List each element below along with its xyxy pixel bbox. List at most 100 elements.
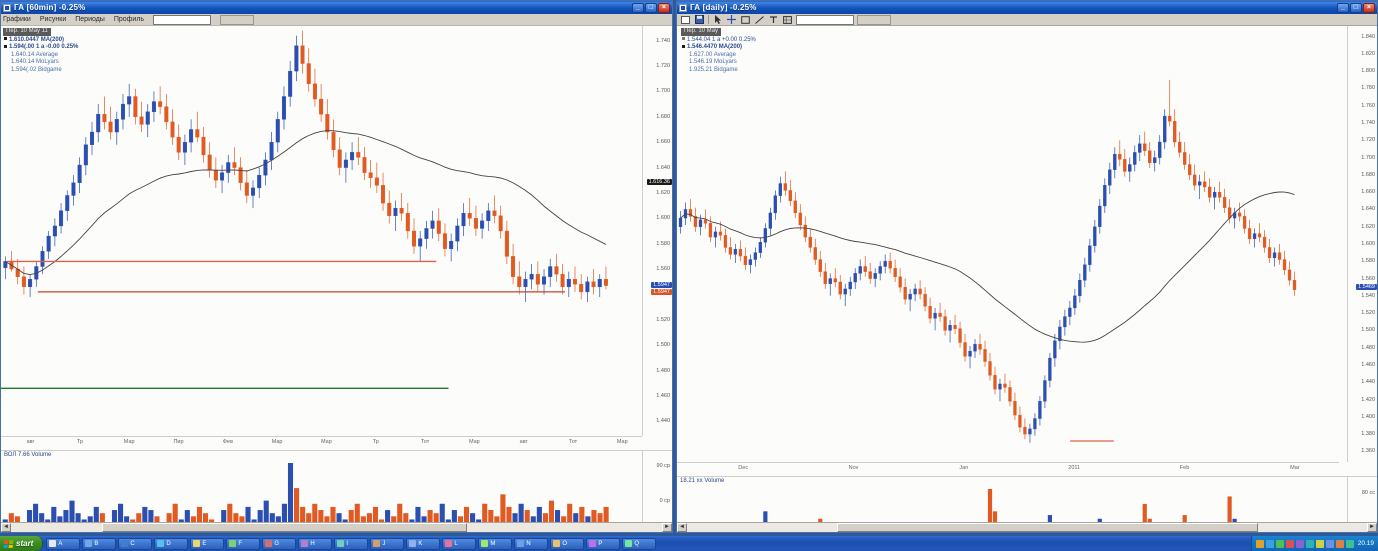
taskbar-item[interactable]: G xyxy=(262,537,297,550)
taskbar-item[interactable]: B xyxy=(82,537,117,550)
cursor-icon[interactable] xyxy=(712,14,723,25)
price-axis-60min[interactable]: 1.740 1.720 1.700 1.680 1.660 1.640 1.620 1.600… xyxy=(642,26,672,436)
menu-item-graphs[interactable]: Графики xyxy=(3,16,31,23)
horizontal-scrollbar-60min[interactable]: ◄ ► xyxy=(1,522,672,532)
scroll-right-icon[interactable]: ► xyxy=(1367,523,1377,532)
flag-icon[interactable] xyxy=(1345,539,1354,548)
scroll-track[interactable] xyxy=(687,523,1367,532)
symbol-input-60min[interactable] xyxy=(153,14,212,25)
disk-icon[interactable] xyxy=(1325,539,1334,548)
legend-row: 1.610.0447 MA(200) xyxy=(3,37,78,45)
menubar-60min[interactable]: Графики Рисунки Периоды Профиль xyxy=(1,14,672,26)
period-select-daily[interactable] xyxy=(857,14,891,25)
taskbar-items[interactable]: A B C D E F G H I J K L M N O P Q xyxy=(43,537,1250,550)
time-tick: Мар xyxy=(321,439,332,445)
scroll-right-icon[interactable]: ► xyxy=(662,523,672,532)
legend-row: 1.925.21 Bidgame xyxy=(689,66,738,73)
price-axis-daily[interactable]: 1.840 1.820 1.800 1.780 1.760 1.740 1.720 1.700… xyxy=(1347,26,1377,462)
taskbar-item[interactable]: D xyxy=(154,537,189,550)
scroll-left-icon[interactable]: ◄ xyxy=(1,523,11,532)
price-tick: 1.620 xyxy=(1361,223,1375,230)
close-icon[interactable]: × xyxy=(658,2,670,13)
legend-bullet-icon xyxy=(682,44,685,48)
window-controls-daily[interactable]: _ □ × xyxy=(1337,2,1375,13)
trendline-icon[interactable] xyxy=(754,14,765,25)
update-icon[interactable] xyxy=(1285,539,1294,548)
time-tick: Dec xyxy=(738,465,749,471)
scroll-track[interactable] xyxy=(11,523,662,532)
taskbar-item-label: M xyxy=(490,540,496,547)
price-tick: 1.680 xyxy=(1361,171,1375,178)
volume-axis-60min: 90 ср 0 ср 0.3.160 xyxy=(642,451,672,522)
network-icon[interactable] xyxy=(1265,539,1274,548)
start-button[interactable]: start xyxy=(0,536,44,551)
price-tick: 1.660 xyxy=(656,139,670,146)
price-tick: 1.460 xyxy=(1361,361,1375,368)
window-title-daily: ГА [daily] -0.25% xyxy=(690,3,757,12)
price-tick: 1.520 xyxy=(656,316,670,323)
system-tray[interactable]: 20.19 xyxy=(1250,536,1378,551)
scroll-thumb[interactable] xyxy=(836,523,1259,532)
menu-item-drawings[interactable]: Рисунки xyxy=(39,16,67,23)
taskbar-item[interactable]: N xyxy=(514,537,549,550)
chart-canvas-60min[interactable]: Пер. 10 Мау 11 1.610.0447 MA(200) 1.594(… xyxy=(1,26,672,522)
chart-window-60min[interactable]: ГА [60min] -0.25% _ □ × Графики Рисунки … xyxy=(0,0,673,533)
taskbar-item[interactable]: E xyxy=(190,537,225,550)
taskbar-item[interactable]: C xyxy=(118,537,153,550)
taskbar-item[interactable]: H xyxy=(298,537,333,550)
chart-window-daily[interactable]: ГА [daily] -0.25% _ □ × xyxy=(676,0,1378,533)
menu-item-periods[interactable]: Периоды xyxy=(75,16,105,23)
toolbar-daily[interactable] xyxy=(677,14,1377,26)
volume-pane-60min: ВОЛ 7.66 Volume 90 ср 0 ср 0.3.160 xyxy=(1,450,672,522)
chart-canvas-daily[interactable]: Пер. 10 Мау 1.544.04 1 a +0.00 0.25% 1.5… xyxy=(677,26,1377,522)
taskbar-item[interactable]: M xyxy=(478,537,513,550)
minimize-icon[interactable]: _ xyxy=(632,2,644,13)
titlebar-60min[interactable]: ГА [60min] -0.25% _ □ × xyxy=(1,1,672,14)
shield-icon[interactable] xyxy=(1275,539,1284,548)
taskbar-clock[interactable]: 20.19 xyxy=(1357,540,1374,547)
taskbar-item[interactable]: Q xyxy=(622,537,657,550)
candlestick-plot-daily xyxy=(678,79,1297,443)
crosshair-icon[interactable] xyxy=(726,14,737,25)
close-icon[interactable]: × xyxy=(1363,2,1375,13)
volume-icon[interactable] xyxy=(1255,539,1264,548)
start-label: start xyxy=(16,539,34,548)
taskbar-item[interactable]: O xyxy=(550,537,585,550)
taskbar-item[interactable]: P xyxy=(586,537,621,550)
legend-row: 1.640.14 Average xyxy=(11,51,58,58)
candlestick-plot-60min xyxy=(1,30,608,389)
price-tick: 1.640 xyxy=(1361,206,1375,213)
taskbar-item[interactable]: K xyxy=(406,537,441,550)
price-tick: 1.720 xyxy=(656,63,670,70)
scroll-left-icon[interactable]: ◄ xyxy=(677,523,687,532)
menu-item-profile[interactable]: Профиль xyxy=(113,16,145,23)
scroll-thumb[interactable] xyxy=(102,523,467,532)
horizontal-scrollbar-daily[interactable]: ◄ ► xyxy=(677,522,1377,532)
symbol-input-daily[interactable] xyxy=(796,14,854,25)
battery-icon[interactable] xyxy=(1305,539,1314,548)
price-tick: 1.620 xyxy=(656,189,670,196)
maximize-icon[interactable]: □ xyxy=(1350,2,1362,13)
taskbar-item[interactable]: J xyxy=(370,537,405,550)
titlebar-daily[interactable]: ГА [daily] -0.25% _ □ × xyxy=(677,1,1377,14)
grid-icon[interactable] xyxy=(782,14,793,25)
window-controls-60min[interactable]: _ □ × xyxy=(632,2,670,13)
taskbar-item[interactable]: I xyxy=(334,537,369,550)
taskbar-item[interactable]: F xyxy=(226,537,261,550)
price-tick: 1.700 xyxy=(656,88,670,95)
period-select-60min[interactable] xyxy=(220,14,255,25)
mail-icon[interactable] xyxy=(1335,539,1344,548)
new-chart-icon[interactable] xyxy=(680,14,691,25)
minimize-icon[interactable]: _ xyxy=(1337,2,1349,13)
taskbar[interactable]: start A B C D E F G H I J K L M N O P Q 20.19 xyxy=(0,536,1378,551)
taskbar-item[interactable]: A xyxy=(46,537,81,550)
printer-icon[interactable] xyxy=(1295,539,1304,548)
rectangle-icon[interactable] xyxy=(740,14,751,25)
save-icon[interactable] xyxy=(694,14,705,25)
time-tick: авг xyxy=(26,439,35,445)
text-icon[interactable] xyxy=(768,14,779,25)
taskbar-item[interactable]: L xyxy=(442,537,477,550)
sync-icon[interactable] xyxy=(1315,539,1324,548)
maximize-icon[interactable]: □ xyxy=(645,2,657,13)
taskbar-item-icon xyxy=(85,540,93,547)
